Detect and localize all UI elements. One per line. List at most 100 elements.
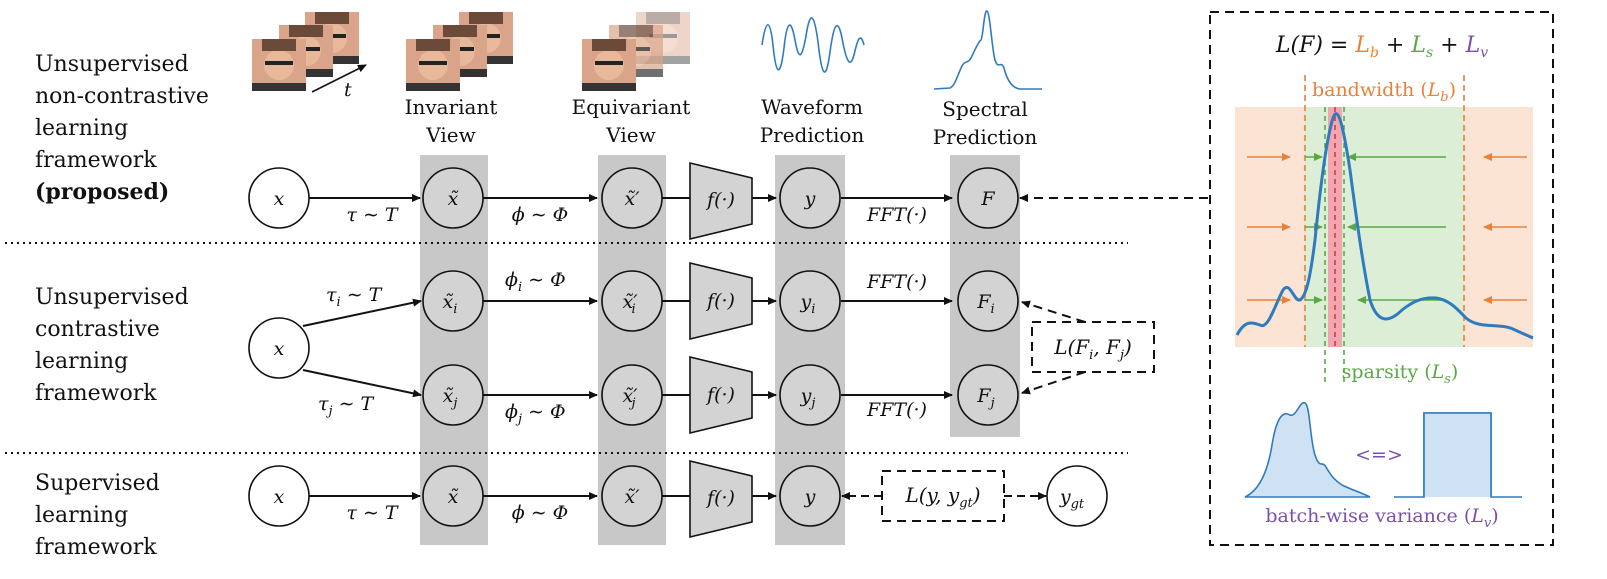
svg-text:Unsupervised: Unsupervised bbox=[35, 52, 189, 77]
spectrum-thumbnail bbox=[933, 10, 1042, 90]
svg-text:Spectral: Spectral bbox=[942, 97, 1027, 121]
sparsity-label: sparsity (Ls) bbox=[1342, 361, 1459, 387]
node-F-i-label: Fi bbox=[976, 291, 994, 317]
supervised-loss-box bbox=[881, 470, 1005, 522]
node-F-j bbox=[957, 364, 1019, 426]
svg-text:Waveform: Waveform bbox=[761, 95, 863, 119]
edge-fft-label: FFT(·) bbox=[866, 204, 927, 226]
node-x-tilde-supervised-label: x̃ bbox=[448, 486, 459, 508]
node-x-contrastive-label: x bbox=[274, 338, 285, 360]
row-label-bottom: Supervised learning framework bbox=[35, 471, 160, 560]
node-x-supervised-label: x bbox=[274, 486, 285, 508]
column-header-spectral: Spectral Prediction bbox=[933, 97, 1038, 149]
batch-distribution-curve bbox=[1244, 401, 1371, 498]
node-x-tilde-prime-j bbox=[601, 364, 663, 426]
encoder-f-j-label: f(·) bbox=[705, 384, 735, 406]
encoder-f-i-label: f(·) bbox=[705, 290, 735, 312]
node-y-gt-label: ygt bbox=[1059, 486, 1085, 512]
svg-text:View: View bbox=[605, 123, 655, 147]
node-x-tilde-prime-i bbox=[601, 270, 663, 332]
svg-text:Equivariant: Equivariant bbox=[572, 95, 691, 119]
svg-text:framework: framework bbox=[35, 535, 157, 560]
row-label-middle: Unsupervised contrastive learning framew… bbox=[35, 285, 189, 406]
node-y bbox=[779, 167, 841, 229]
edge-phi-supervised-label: ϕ ∼ Φ bbox=[512, 502, 569, 524]
node-x-tilde-supervised bbox=[422, 465, 484, 527]
svg-text:(proposed): (proposed) bbox=[35, 179, 169, 205]
node-x-tilde-label: x̃ bbox=[448, 188, 459, 210]
waveform-thumbnail bbox=[761, 17, 865, 73]
svg-text:View: View bbox=[425, 123, 475, 147]
edge-tau-supervised-label: τ ∼ T bbox=[346, 502, 399, 524]
node-y-i bbox=[779, 270, 841, 332]
svg-text:learning: learning bbox=[35, 116, 128, 141]
node-y-i-label: yi bbox=[800, 291, 816, 317]
node-y-j bbox=[779, 364, 841, 426]
edge-tau-j-label: τj ∼ T bbox=[318, 393, 375, 419]
edge-phi-i-label: ϕi ∼ Φ bbox=[505, 269, 566, 295]
svg-text:non-contrastive: non-contrastive bbox=[35, 84, 209, 109]
node-y-j-label: yj bbox=[800, 385, 816, 411]
edge-fft-j-label: FFT(·) bbox=[866, 399, 927, 421]
supervised-loss-label: L(y, ygt) bbox=[904, 483, 980, 511]
loss-panel: L(F) = Lb + Ls + Lv bandwidth (Lb) spars… bbox=[1209, 11, 1554, 546]
node-y-gt bbox=[1046, 465, 1108, 527]
node-x-tilde-prime-j-label: x̃′j bbox=[622, 385, 638, 411]
encoder-f-supervised bbox=[689, 459, 753, 539]
node-x-tilde-i-label: x̃i bbox=[443, 291, 458, 317]
node-F-j-label: Fj bbox=[976, 385, 994, 411]
invariant-view-frames bbox=[406, 12, 513, 91]
node-x bbox=[248, 167, 310, 229]
node-x-tilde bbox=[422, 167, 484, 229]
encoder-f-label: f(·) bbox=[705, 189, 735, 211]
svg-text:framework: framework bbox=[35, 381, 157, 406]
equivariant-view-frames bbox=[582, 12, 690, 91]
row-label-top: Unsupervised non-contrastive learning fr… bbox=[35, 52, 209, 205]
loss-panel-border bbox=[1209, 11, 1554, 546]
node-x-contrastive bbox=[248, 317, 310, 379]
svg-text:Invariant: Invariant bbox=[405, 95, 498, 119]
input-video-frames: t bbox=[252, 12, 367, 101]
svg-text:Prediction: Prediction bbox=[933, 125, 1038, 149]
node-x-tilde-prime-supervised bbox=[601, 465, 663, 527]
edge-fft-i-label: FFT(·) bbox=[866, 271, 927, 293]
column-header-invariant: Invariant View bbox=[405, 95, 498, 147]
node-y-supervised-label: y bbox=[804, 486, 816, 508]
node-x-tilde-prime-label: x̃′ bbox=[624, 188, 640, 210]
contrastive-loss-label: L(Fi, Fj) bbox=[1053, 335, 1132, 363]
encoder-f-supervised-label: f(·) bbox=[705, 487, 735, 509]
node-y-label: y bbox=[804, 188, 816, 210]
node-x-tilde-prime-supervised-label: x̃′ bbox=[624, 486, 640, 508]
node-x-tilde-i bbox=[422, 270, 484, 332]
row-top-pipeline: x x̃ x̃′ f(·) y F τ ∼ T ϕ ∼ Φ FFT(·) bbox=[248, 161, 1208, 241]
column-header-waveform: Waveform Prediction bbox=[760, 95, 865, 147]
power-spectrum-curve bbox=[1235, 112, 1534, 340]
node-x-tilde-j-label: x̃j bbox=[443, 385, 458, 411]
node-F-i bbox=[957, 270, 1019, 332]
encoder-f-j bbox=[689, 355, 753, 435]
time-axis-label: t bbox=[344, 79, 352, 101]
svg-text:learning: learning bbox=[35, 349, 128, 374]
row-middle-pipeline: x x̃i x̃j x̃′i x̃′j f(·) f(·) yi yj Fi F… bbox=[248, 261, 1155, 435]
edge-phi-label: ϕ ∼ Φ bbox=[512, 204, 569, 226]
loss-formula: L(F) = Lb + Ls + Lv bbox=[1275, 33, 1488, 61]
node-x-tilde-prime bbox=[601, 167, 663, 229]
edge-tau-label: τ ∼ T bbox=[346, 204, 399, 226]
node-x-label: x bbox=[274, 188, 285, 210]
equivalence-symbol: <=> bbox=[1355, 444, 1403, 466]
bandwidth-label: bandwidth (Lb) bbox=[1312, 79, 1456, 105]
column-header-equivariant: Equivariant View bbox=[572, 95, 691, 147]
svg-text:framework: framework bbox=[35, 148, 157, 173]
encoder-f-i bbox=[689, 261, 753, 341]
edge-tau-i-label: τi ∼ T bbox=[326, 284, 383, 310]
node-x-tilde-prime-i-label: x̃′i bbox=[622, 291, 638, 317]
contrastive-loss-box bbox=[1031, 321, 1155, 373]
node-F-label: F bbox=[980, 188, 995, 210]
node-x-tilde-j bbox=[422, 364, 484, 426]
edge-phi-j-label: ϕj ∼ Φ bbox=[505, 401, 566, 427]
svg-text:contrastive: contrastive bbox=[35, 317, 160, 342]
encoder-f bbox=[689, 161, 753, 241]
svg-text:learning: learning bbox=[35, 503, 128, 528]
batch-variance-label: batch-wise variance (Lv) bbox=[1265, 505, 1498, 531]
